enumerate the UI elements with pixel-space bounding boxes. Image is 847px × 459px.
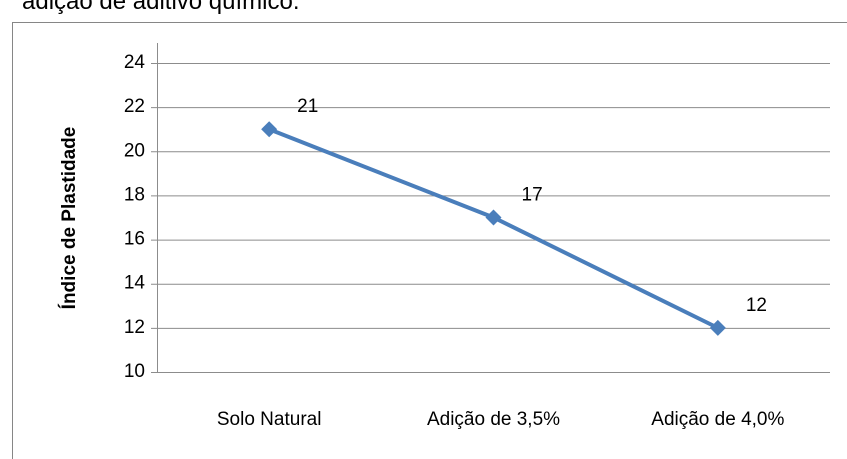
x-tick-label: Adição de 3,5% (427, 409, 560, 430)
y-tick-label: 24 (124, 52, 146, 73)
chart-border (12, 22, 847, 459)
caption: adição de aditivo químico. (22, 0, 300, 15)
data-label: 12 (746, 295, 767, 316)
x-tick-label: Solo Natural (217, 409, 322, 430)
marker (261, 121, 278, 138)
data-label: 21 (297, 96, 318, 117)
x-tick-label: Adição de 4,0% (651, 409, 784, 430)
y-tick-label: 12 (124, 317, 145, 338)
y-tick-label: 16 (124, 229, 145, 250)
data-label: 17 (522, 185, 543, 206)
marker (485, 209, 502, 226)
y-tick-label: 10 (124, 361, 145, 382)
y-tick-label: 14 (124, 273, 146, 294)
y-tick-label: 22 (124, 96, 145, 117)
y-tick-label: 18 (124, 184, 145, 205)
marker (709, 319, 726, 336)
series-line (268, 127, 719, 330)
y-axis-label: Índice de Plastidade (58, 127, 80, 310)
y-tick-label: 20 (124, 140, 145, 161)
